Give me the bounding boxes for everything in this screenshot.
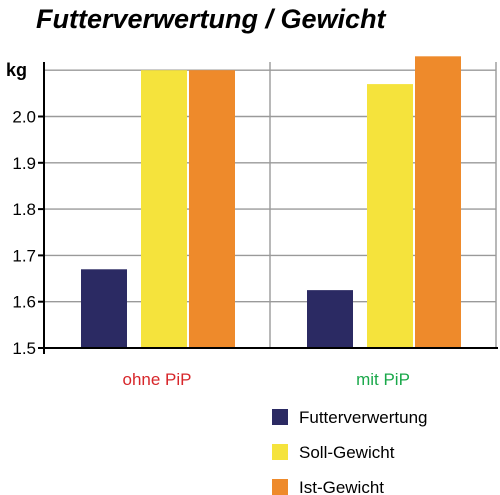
legend-swatch bbox=[272, 444, 288, 460]
bar-3-2 bbox=[415, 56, 461, 349]
x-tick-label: ohne PiP bbox=[123, 370, 192, 389]
x-tick-label: mit PiP bbox=[356, 370, 410, 389]
axes bbox=[38, 62, 498, 354]
y-tick-label: 1.9 bbox=[12, 154, 36, 173]
y-tick-label: 1.7 bbox=[12, 246, 36, 265]
y-axis-unit-label: kg bbox=[6, 60, 27, 80]
bars bbox=[81, 56, 461, 349]
bar-3-1 bbox=[189, 70, 235, 348]
bar-1-2 bbox=[307, 290, 353, 348]
legend-swatch bbox=[272, 409, 288, 425]
y-tick-label: 1.6 bbox=[12, 293, 36, 312]
y-tick-label: 1.5 bbox=[12, 339, 36, 358]
legend-swatch bbox=[272, 479, 288, 495]
bar-1-1 bbox=[81, 269, 127, 348]
legend: Futterverwertung Soll-Gewicht Ist-Gewicht bbox=[272, 408, 428, 495]
y-tick-label: 2.0 bbox=[12, 108, 36, 127]
legend-label: Soll-Gewicht bbox=[299, 443, 395, 462]
chart-title: Futterverwertung / Gewicht bbox=[36, 4, 387, 34]
bar-2-1 bbox=[141, 70, 187, 348]
grid bbox=[44, 62, 497, 348]
legend-label: Futterverwertung bbox=[299, 408, 428, 427]
legend-label: Ist-Gewicht bbox=[299, 478, 384, 495]
y-axis-ticks: 1.5 1.6 1.7 1.8 1.9 2.0 bbox=[12, 108, 36, 359]
bar-2-2 bbox=[367, 84, 413, 348]
x-axis-ticks: ohne PiP mit PiP bbox=[123, 370, 410, 389]
y-tick-label: 1.8 bbox=[12, 200, 36, 219]
